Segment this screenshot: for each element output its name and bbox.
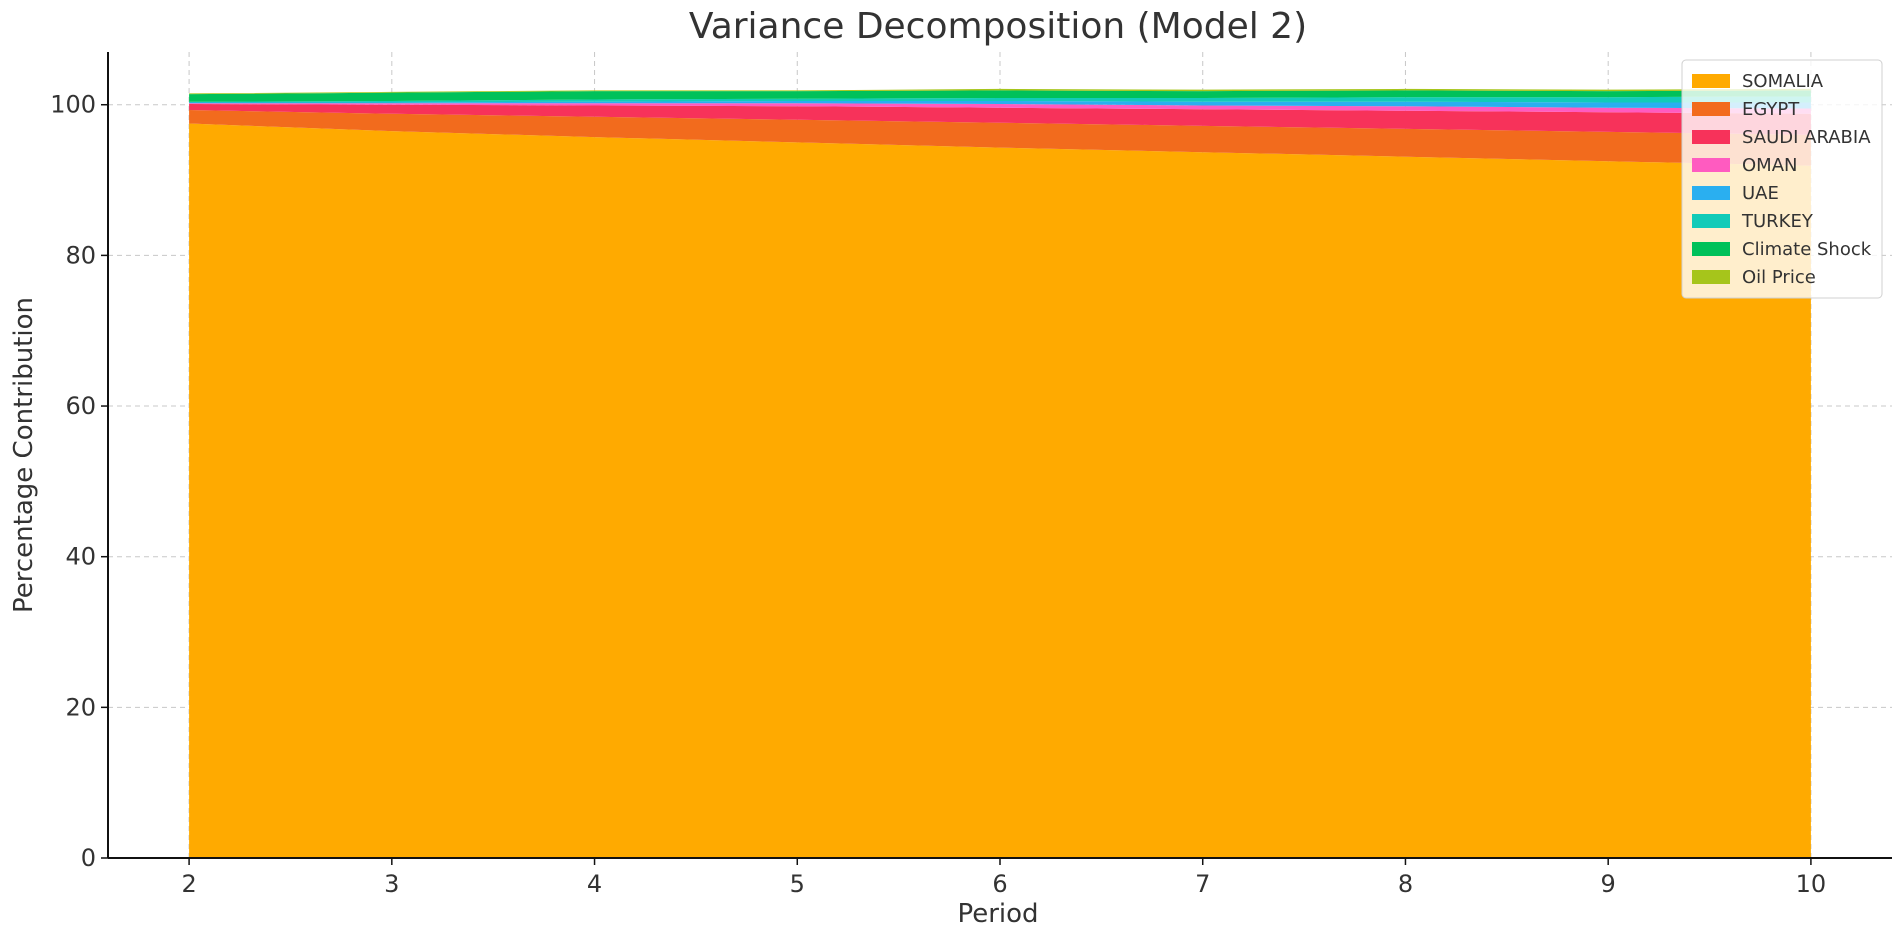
legend: SOMALIA EGYPT SAUDI ARABIA OMAN UAE TURKEY Cli… — [1681, 59, 1883, 299]
legend-label-somalia: SOMALIA — [1742, 71, 1824, 92]
y-tick-label-80: 80 — [65, 241, 96, 269]
legend-swatch-saudi-arabia — [1692, 130, 1730, 144]
x-tick-label-3: 3 — [384, 870, 399, 898]
x-tick-label-5: 5 — [790, 870, 805, 898]
legend-label-climate-shock: Climate Shock — [1742, 239, 1872, 260]
legend-label-egypt: EGYPT — [1742, 99, 1800, 120]
y-tick-label-0: 0 — [81, 844, 96, 872]
y-tick-label-100: 100 — [50, 91, 96, 119]
legend-label-saudi-arabia: SAUDI ARABIA — [1742, 127, 1871, 148]
legend-swatch-egypt — [1692, 102, 1730, 116]
legend-swatch-uae — [1692, 186, 1730, 200]
legend-label-oil-price: Oil Price — [1742, 267, 1816, 288]
x-tick-label-8: 8 — [1398, 870, 1413, 898]
x-tick-label-4: 4 — [587, 870, 602, 898]
area-turkey — [189, 96, 1811, 103]
x-tick-label-9: 9 — [1601, 870, 1616, 898]
legend-box — [1681, 59, 1883, 299]
legend-label-turkey: TURKEY — [1741, 211, 1814, 232]
area-climate-shock — [189, 90, 1811, 102]
legend-swatch-climate-shock — [1692, 242, 1730, 256]
stacked-areas — [189, 88, 1811, 858]
y-tick-label-60: 60 — [65, 392, 96, 420]
chart-title: Variance Decomposition (Model 2) — [689, 6, 1307, 47]
x-tick-label-10: 10 — [1796, 870, 1827, 898]
x-tick-label-7: 7 — [1195, 870, 1210, 898]
x-axis-label: Period — [957, 899, 1038, 929]
y-axis-label: Percentage Contribution — [9, 297, 39, 613]
area-oman — [189, 103, 1811, 114]
area-egypt — [189, 110, 1811, 166]
y-tick-label-20: 20 — [65, 693, 96, 721]
area-uae — [189, 100, 1811, 109]
area-oil-price — [189, 88, 1811, 95]
area-saudi-arabia — [189, 103, 1811, 135]
legend-swatch-turkey — [1692, 214, 1730, 228]
y-tick-label-40: 40 — [65, 543, 96, 571]
x-tick-label-6: 6 — [992, 870, 1007, 898]
legend-swatch-somalia — [1692, 74, 1730, 88]
area-somalia — [189, 123, 1811, 858]
legend-label-uae: UAE — [1742, 183, 1779, 204]
legend-label-oman: OMAN — [1742, 155, 1797, 176]
legend-swatch-oman — [1692, 158, 1730, 172]
legend-swatch-oil-price — [1692, 270, 1730, 284]
x-tick-label-2: 2 — [181, 870, 196, 898]
